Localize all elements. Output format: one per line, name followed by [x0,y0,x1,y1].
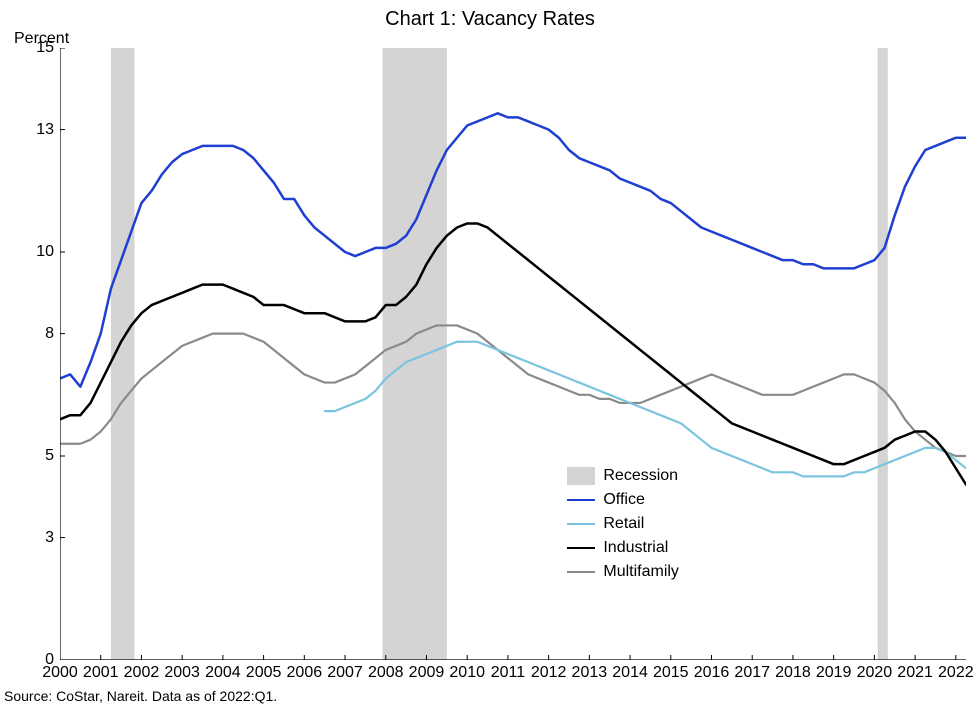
x-tick: 2011 [491,664,525,682]
recession-band [878,48,888,660]
y-tick: 10 [24,243,54,261]
x-tick: 2010 [449,664,485,682]
x-tick: 2002 [124,664,160,682]
x-tick: 2004 [205,664,241,682]
source-note: Source: CoStar, Nareit. Data as of 2022:… [4,688,277,704]
chart-title: Chart 1: Vacancy Rates [0,8,980,31]
x-tick: 2015 [653,664,689,682]
legend: Recession Office Retail Industrial Multifami… [567,464,679,584]
x-tick: 2012 [531,664,567,682]
x-tick: 2006 [287,664,323,682]
x-tick: 2013 [572,664,608,682]
x-tick: 2001 [83,664,119,682]
x-tick: 2005 [246,664,282,682]
plot-area [60,48,966,660]
legend-swatch-line [567,523,595,525]
legend-swatch-band [567,467,595,485]
x-tick: 2000 [42,664,78,682]
y-tick: 8 [24,325,54,343]
y-tick: 13 [24,121,54,139]
series-industrial [60,223,966,484]
recession-band [382,48,446,660]
series-office [60,113,966,386]
x-tick: 2009 [409,664,445,682]
x-tick: 2020 [857,664,893,682]
x-tick: 2007 [327,664,363,682]
legend-label: Office [603,491,645,509]
x-tick: 2016 [694,664,730,682]
legend-item: Industrial [567,536,679,560]
x-tick: 2008 [368,664,404,682]
legend-swatch-line [567,571,595,573]
legend-swatch-line [567,499,595,501]
legend-label: Multifamily [603,563,679,581]
x-tick: 2017 [734,664,770,682]
x-tick: 2021 [897,664,933,682]
y-tick: 5 [24,447,54,465]
legend-item: Office [567,488,679,512]
x-tick: 2014 [612,664,648,682]
legend-item: Multifamily [567,560,679,584]
x-tick: 2018 [775,664,811,682]
legend-label: Retail [603,515,644,533]
series-multifamily [60,325,966,456]
legend-item: Retail [567,512,679,536]
legend-label: Industrial [603,539,668,557]
legend-swatch-line [567,547,595,549]
x-tick: 2019 [816,664,852,682]
legend-item: Recession [567,464,679,488]
y-tick: 15 [24,39,54,57]
legend-label: Recession [603,467,678,485]
chart-container: Chart 1: Vacancy Rates Percent 035810131… [0,0,980,709]
y-tick: 3 [24,529,54,547]
x-tick: 2022 [938,664,974,682]
x-tick: 2003 [164,664,200,682]
